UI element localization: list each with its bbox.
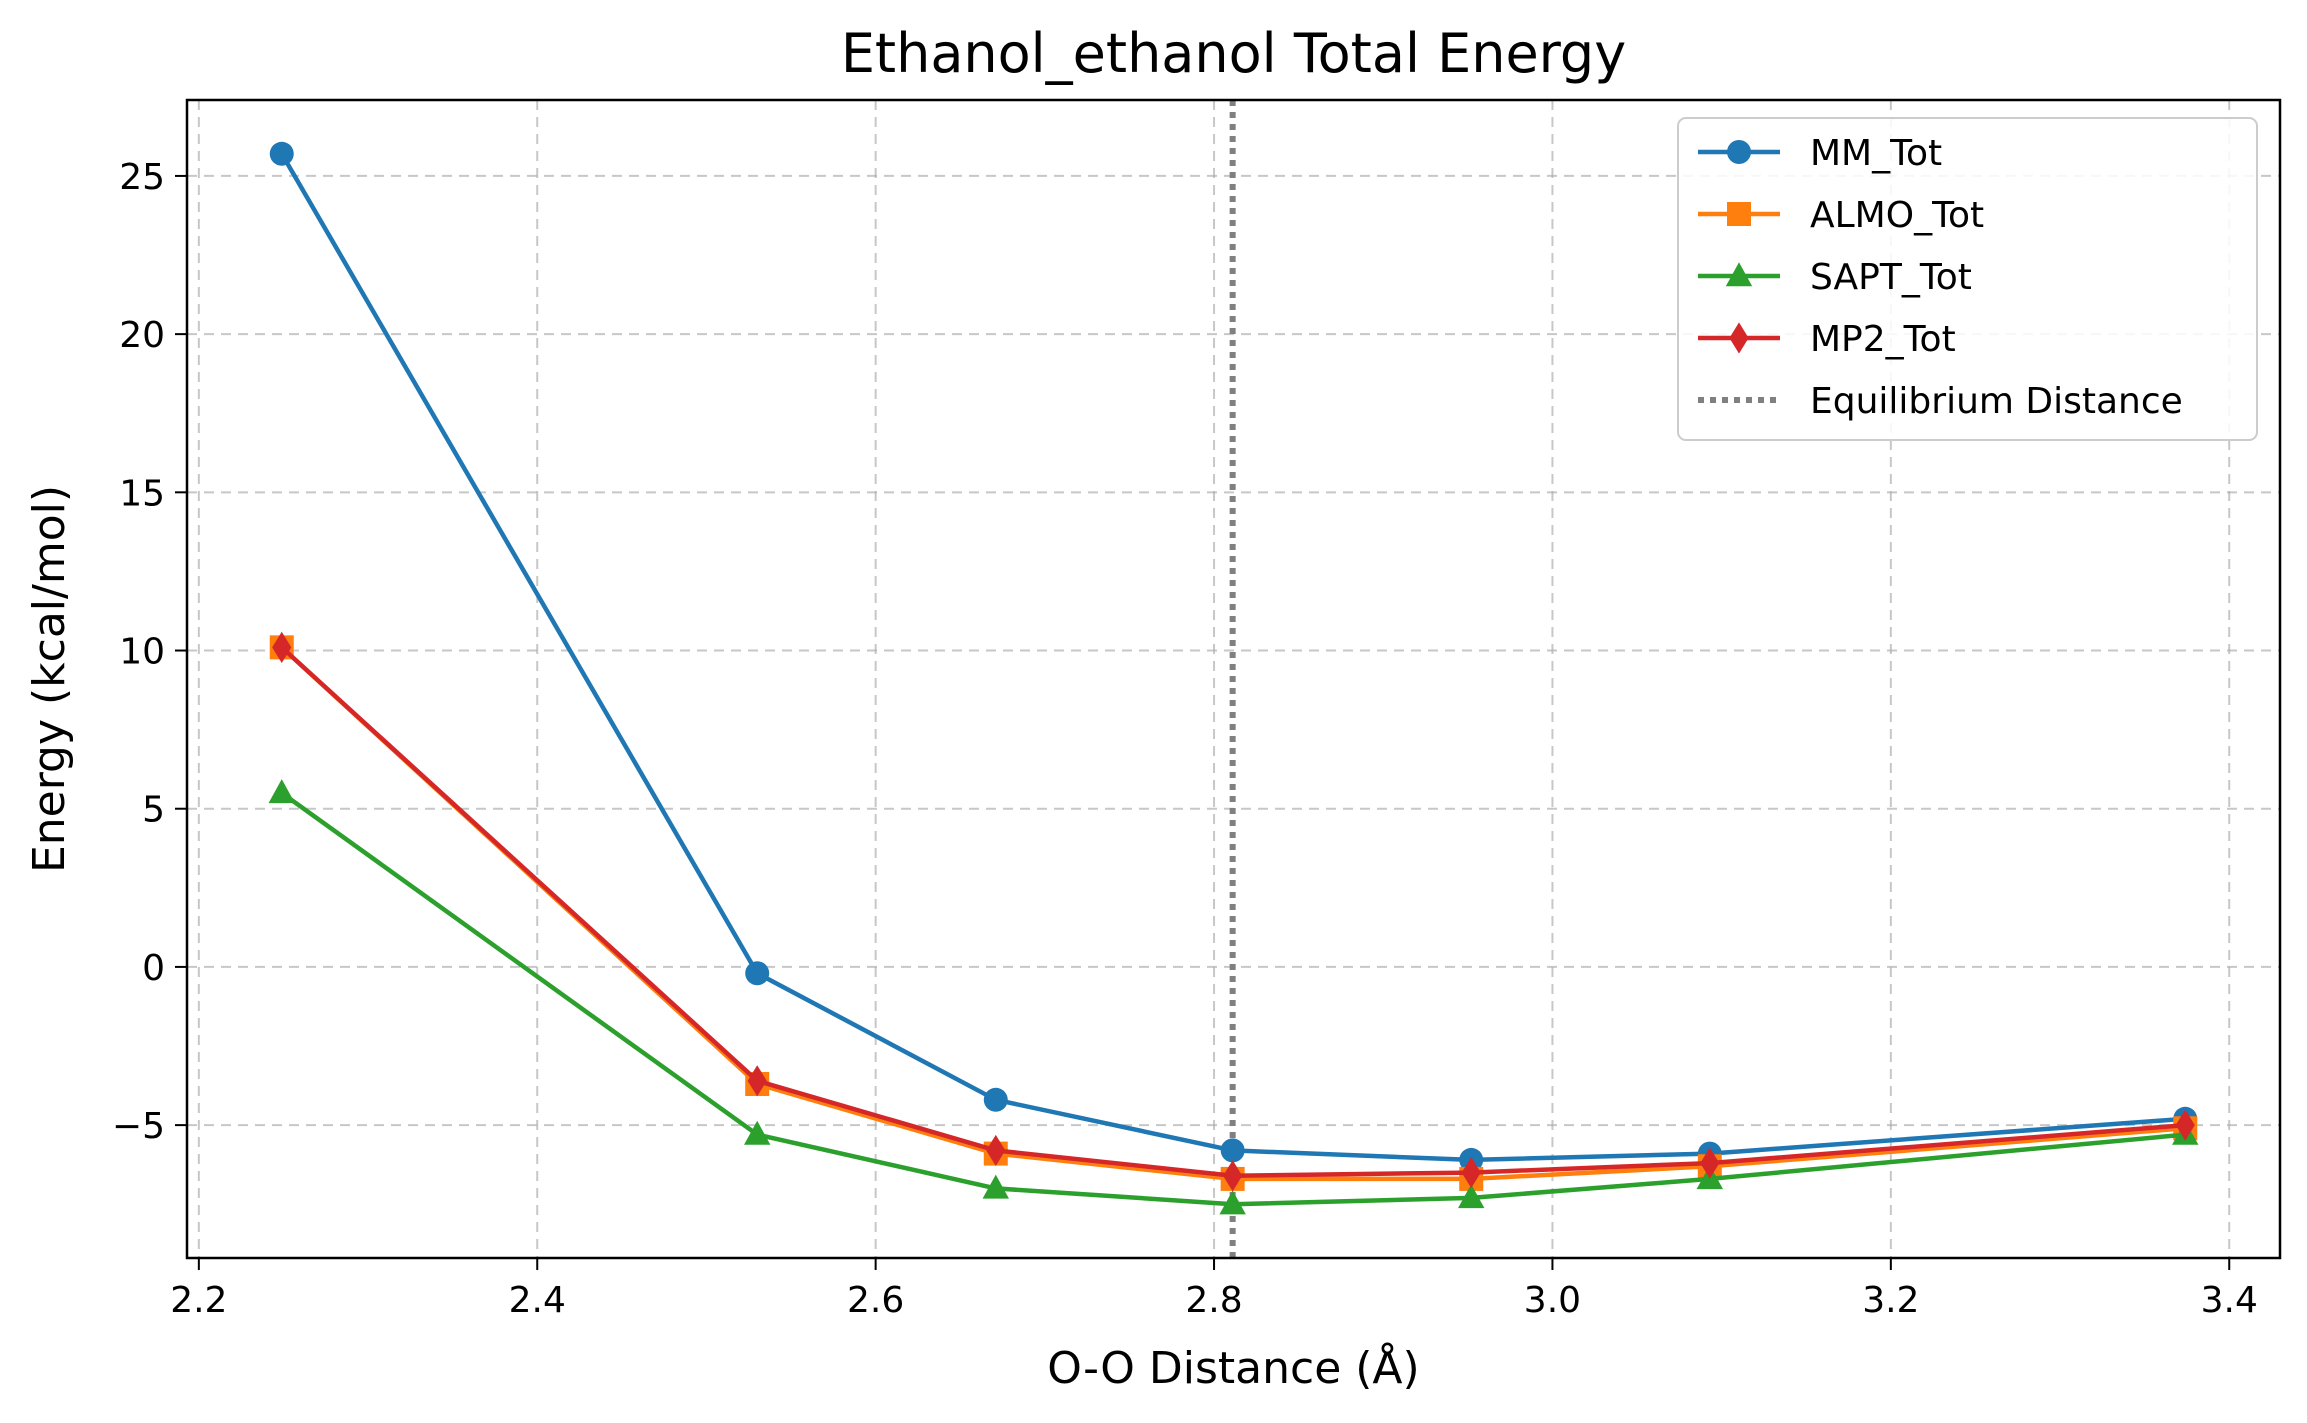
legend-item: SAPT_Tot xyxy=(1698,257,1972,298)
data-point xyxy=(747,1065,767,1097)
legend-marker xyxy=(1727,202,1751,226)
y-tick-label: 25 xyxy=(119,157,165,198)
legend-label: MP2_Tot xyxy=(1810,319,1956,360)
series-almo-tot xyxy=(269,635,2198,1191)
x-tick-label: 3.2 xyxy=(1862,1280,1919,1321)
legend-marker xyxy=(1727,140,1751,164)
plot-frame xyxy=(185,98,2282,1260)
data-point xyxy=(983,1087,1008,1112)
data-point xyxy=(986,1134,1006,1167)
y-tick-label: −5 xyxy=(112,1106,165,1147)
data-point xyxy=(1220,1138,1245,1163)
data-point xyxy=(744,1120,771,1145)
legend-marker xyxy=(1725,262,1753,287)
x-tick-label: 2.6 xyxy=(847,1280,904,1321)
series-mp2-tot xyxy=(272,631,2195,1192)
legend: MM_Tot ALMO_Tot SAPT_Tot MP2_Tot Equilibrium… xyxy=(1677,117,2258,441)
data-point xyxy=(1461,1156,1481,1189)
data-point xyxy=(1700,1147,1720,1179)
data-point xyxy=(268,779,295,804)
y-axis-label: Energy (kcal/mol) xyxy=(24,485,75,873)
legend-label: Equilibrium Distance xyxy=(1810,381,2183,422)
y-tick-label: 0 xyxy=(142,948,165,989)
data-point xyxy=(1219,1190,1246,1215)
data-point xyxy=(272,631,292,663)
legend-item: MP2_Tot xyxy=(1698,319,1956,360)
series-layer xyxy=(268,141,2199,1215)
legend-label: MM_Tot xyxy=(1810,133,1942,174)
data-point xyxy=(1458,1184,1485,1209)
x-tick-label: 2.8 xyxy=(1185,1280,1242,1321)
legend-label: ALMO_Tot xyxy=(1810,195,1984,236)
data-point xyxy=(745,961,770,986)
legend-item: Equilibrium Distance xyxy=(1698,381,2183,422)
data-point xyxy=(982,1174,1009,1199)
legend-label: SAPT_Tot xyxy=(1810,257,1972,298)
x-tick-label: 2.4 xyxy=(509,1280,566,1321)
data-point xyxy=(2175,1109,2195,1141)
x-tick-label: 2.2 xyxy=(170,1280,227,1321)
legend-box xyxy=(1677,117,2258,441)
ticks: 2.2 2.4 2.6 2.8 3.0 3.2 3.4 −5 0 5 10 15 20 25 xyxy=(112,157,2258,1321)
x-tick-label: 3.4 xyxy=(2201,1280,2258,1321)
y-tick-label: 15 xyxy=(119,473,165,514)
legend-item: MM_Tot xyxy=(1698,133,1942,174)
data-point xyxy=(1223,1160,1243,1192)
legend-item: ALMO_Tot xyxy=(1698,195,1984,236)
legend-marker xyxy=(1729,322,1749,354)
data-point xyxy=(269,141,294,166)
x-axis-label: O-O Distance (Å) xyxy=(1047,1341,1419,1394)
chart-title: Ethanol_ethanol Total Energy xyxy=(841,22,1626,85)
y-tick-label: 5 xyxy=(142,790,165,831)
x-tick-label: 3.0 xyxy=(1524,1280,1581,1321)
y-tick-label: 10 xyxy=(119,632,165,673)
y-tick-label: 20 xyxy=(119,315,165,356)
